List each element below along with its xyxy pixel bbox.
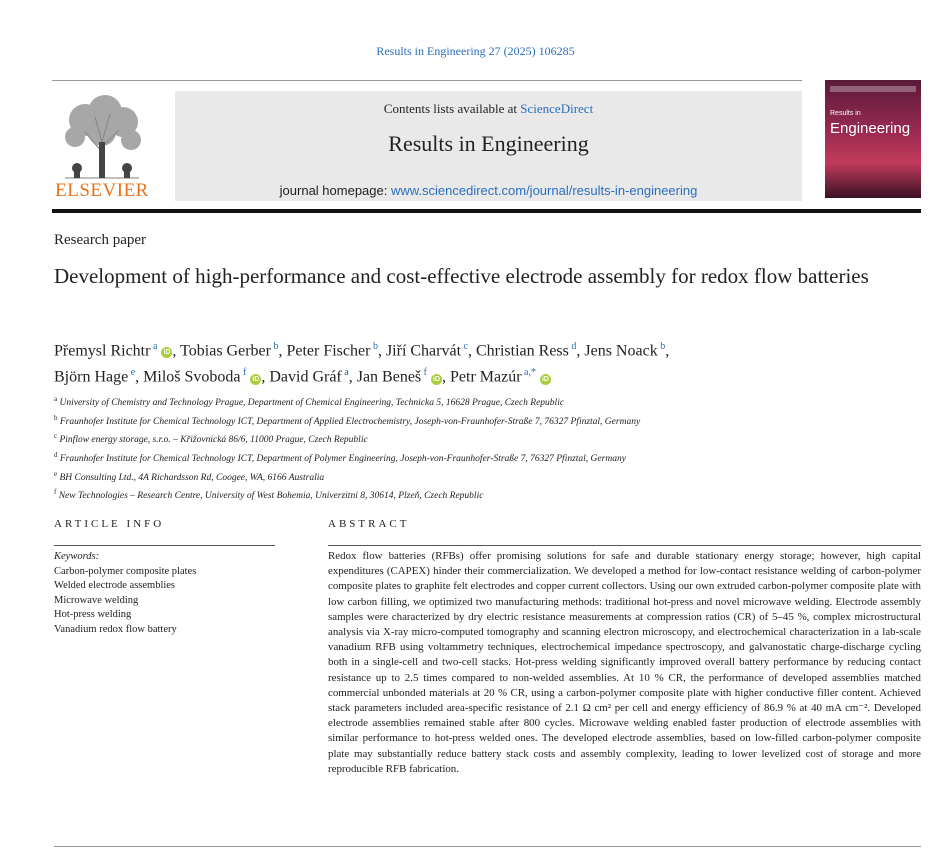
keywords-block: Keywords: Carbon-polymer composite plate… (54, 550, 275, 637)
article-info-heading: ARTICLE INFO (54, 518, 165, 530)
affiliation-item: c Pinflow energy storage, s.r.o. – Křižo… (54, 429, 914, 448)
author-affiliation-marker[interactable]: f (240, 367, 247, 379)
keyword-item[interactable]: Microwave welding (54, 594, 139, 606)
author-separator: , (467, 342, 476, 360)
author-separator: , (278, 342, 287, 360)
affiliation-item: f New Technologies – Research Centre, Un… (54, 485, 914, 504)
author-name[interactable]: Jens Noack (584, 342, 658, 360)
abstract-text: Redox flow batteries (RFBs) offer promis… (328, 550, 921, 775)
cover-title-small: Results in (830, 110, 861, 117)
affiliation-item: e BH Consulting Ltd., 4A Richardsson Rd,… (54, 467, 914, 486)
keyword-item[interactable]: Vanadium redox flow battery (54, 623, 177, 635)
article-type: Research paper (54, 232, 147, 248)
affiliation-text: BH Consulting Ltd., 4A Richardsson Rd, C… (57, 472, 325, 483)
header-top-divider (52, 80, 802, 81)
author-separator: , (665, 342, 670, 360)
elsevier-logo[interactable]: ELSEVIER (52, 92, 152, 202)
author-affiliation-marker[interactable]: b (657, 341, 666, 352)
journal-cover-image[interactable]: Results in Engineering (825, 80, 921, 198)
keywords-label: Keywords: (54, 551, 100, 562)
cover-title-big: Engineering (830, 120, 911, 137)
author-name[interactable]: Christian Ress (475, 342, 569, 360)
author-name[interactable]: Björn Hage (54, 368, 129, 386)
author-name[interactable]: Jan Beneš (356, 368, 422, 386)
author-separator: , (135, 368, 144, 386)
orcid-icon[interactable]: iD (539, 373, 551, 385)
affiliation-item: d Fraunhofer Institute for Chemical Tech… (54, 448, 914, 467)
author-affiliation-marker[interactable]: d (568, 341, 577, 352)
abstract-heading: ABSTRACT (328, 518, 410, 530)
elsevier-wordmark: ELSEVIER (55, 180, 149, 201)
author-separator: , (348, 368, 357, 386)
affiliation-marker: f (54, 488, 57, 497)
journal-name: Results in Engineering (388, 131, 589, 156)
author-name[interactable]: David Gráf (269, 368, 342, 386)
author-affiliation-marker[interactable]: b (270, 341, 279, 352)
elsevier-tree-icon (65, 95, 141, 179)
keyword-item[interactable]: Carbon-polymer composite plates (54, 565, 197, 577)
affiliation-item: b Fraunhofer Institute for Chemical Tech… (54, 411, 914, 430)
author-affiliation-marker[interactable]: e (128, 367, 136, 379)
journal-homepage-link[interactable]: www.sciencedirect.com/journal/results-in… (390, 183, 698, 198)
keyword-item[interactable]: Hot-press welding (54, 609, 132, 620)
affiliation-marker: b (54, 413, 58, 422)
affiliation-marker: c (54, 432, 58, 441)
author-affiliation-marker[interactable]: a (150, 341, 158, 352)
affiliation-marker: d (54, 450, 58, 459)
author-name[interactable]: Jiří Charvát (385, 342, 462, 360)
article-title: Development of high-performance and cost… (54, 264, 869, 288)
author-list: Přemysl Richtr a iD, Tobias Gerber b, Pe… (54, 336, 914, 389)
contents-line: Contents lists available at ScienceDirec… (175, 101, 802, 117)
cover-strip (830, 86, 916, 92)
author-affiliation-marker[interactable]: b (370, 341, 378, 352)
contents-prefix: Contents lists available at (383, 101, 521, 116)
affiliation-item: a University of Chemistry and Technology… (54, 392, 914, 411)
orcid-icon[interactable]: iD (161, 347, 173, 359)
affiliation-marker: a (54, 395, 58, 403)
author-separator: , (377, 342, 386, 360)
author-affiliation-marker[interactable]: f (421, 367, 427, 379)
article-info-divider (54, 545, 275, 546)
author-name[interactable]: Petr Mazúr (450, 368, 522, 386)
author-name[interactable]: Miloš Svoboda (143, 368, 241, 386)
author-separator: , (442, 368, 450, 386)
author-name[interactable]: Přemysl Richtr (54, 342, 151, 360)
affiliation-text: Fraunhofer Institute for Chemical Techno… (57, 454, 626, 465)
author-affiliation-marker[interactable]: a,* (521, 367, 536, 379)
affiliation-marker: e (54, 469, 58, 478)
author-separator: , (172, 342, 181, 360)
citation-link[interactable]: Results in Engineering 27 (2025) 106285 (376, 44, 575, 58)
author-name[interactable]: Peter Fischer (286, 342, 371, 360)
header-bottom-divider (52, 209, 921, 213)
keyword-item[interactable]: Welded electrode assemblies (54, 580, 176, 591)
affiliation-text: New Technologies – Research Centre, Univ… (56, 491, 484, 502)
journal-header-box: Contents lists available at ScienceDirec… (175, 91, 802, 201)
author-name[interactable]: Tobias Gerber (180, 342, 271, 360)
affiliation-list: a University of Chemistry and Technology… (54, 392, 914, 504)
orcid-icon[interactable]: iD (431, 373, 442, 385)
author-affiliation-marker[interactable]: a (341, 367, 349, 379)
affiliation-text: Pinflow energy storage, s.r.o. – Křižovn… (57, 435, 368, 446)
keyword-list: Carbon-polymer composite plates Welded el… (54, 565, 275, 638)
homepage-line: journal homepage: www.sciencedirect.com/… (175, 183, 802, 198)
page-bottom-divider (54, 846, 921, 847)
orcid-icon[interactable]: iD (250, 373, 262, 385)
author-separator: , (261, 368, 270, 386)
affiliation-text: Fraunhofer Institute for Chemical Techno… (57, 416, 641, 427)
journal-citation[interactable]: Results in Engineering 27 (2025) 106285 (0, 44, 951, 59)
author-affiliation-marker[interactable]: c (461, 341, 468, 352)
sciencedirect-link[interactable]: ScienceDirect (520, 101, 594, 116)
author-separator: , (576, 342, 585, 360)
homepage-prefix: journal homepage: (279, 183, 391, 198)
affiliation-text: University of Chemistry and Technology P… (57, 398, 565, 409)
abstract-divider (328, 545, 921, 546)
